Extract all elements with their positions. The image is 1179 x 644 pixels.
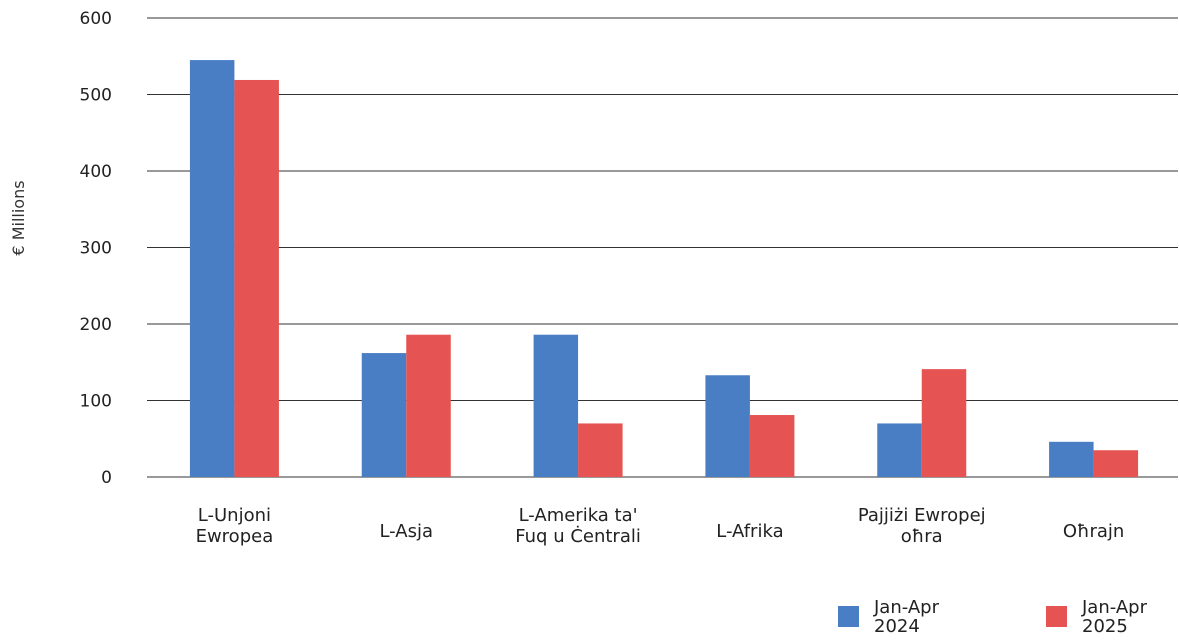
- y-tick-label: 100: [80, 392, 112, 412]
- category-label: Oħrajn: [1063, 521, 1125, 542]
- bar-series1: [361, 353, 407, 477]
- category-label-line: L-Amerika ta': [519, 505, 638, 526]
- category-labels: L-Unjoni Ewropea L-Asja L-Amerika ta' Fuq u …: [196, 505, 1125, 547]
- bar-series1: [705, 375, 750, 477]
- category-label-line: Fuq u Ċentrali: [515, 525, 641, 547]
- bar-series2: [749, 415, 795, 477]
- category-label-line: L-Afrika: [716, 521, 783, 542]
- y-tick-label: 0: [101, 468, 112, 488]
- bar-series2: [234, 79, 279, 477]
- category-label: L-Unjoni Ewropea: [196, 505, 274, 547]
- bar-series1: [189, 60, 235, 477]
- y-axis-title: € Millions: [9, 180, 28, 255]
- legend-swatch: [1046, 606, 1067, 627]
- category-label: L-Afrika: [716, 521, 783, 542]
- y-tick-label: 300: [80, 239, 112, 259]
- category-label-line: Ewropea: [196, 526, 274, 547]
- category-label-line: oħra: [901, 526, 943, 547]
- bar-series2: [921, 369, 967, 477]
- y-tick-label: 500: [80, 86, 112, 106]
- category-label-line: Oħrajn: [1063, 521, 1125, 542]
- category-label-line: L-Asja: [379, 521, 433, 542]
- category-label-line: Pajjiżi Ewropej: [858, 505, 986, 526]
- legend-item: Jan-Apr 2024: [838, 597, 940, 637]
- category-label-line: L-Unjoni: [198, 505, 271, 526]
- y-tick-label: 400: [80, 162, 112, 182]
- legend-item: Jan-Apr 2025: [1046, 597, 1148, 637]
- legend-swatch: [838, 606, 859, 627]
- bar-series1: [1049, 441, 1094, 477]
- bar-series2: [406, 334, 451, 477]
- y-tick-labels: 0 100 200 300 400 500 600: [80, 9, 112, 488]
- gridlines: [147, 17, 1178, 478]
- legend-label: Jan-Apr 2024: [873, 597, 940, 637]
- category-label: L-Amerika ta' Fuq u Ċentrali: [515, 505, 641, 547]
- bar-series2: [578, 423, 623, 477]
- y-tick-label: 600: [80, 9, 112, 29]
- category-label: L-Asja: [379, 521, 433, 542]
- category-label: Pajjiżi Ewropej oħra: [858, 505, 986, 547]
- bar-series1: [533, 334, 579, 477]
- legend-label: Jan-Apr 2025: [1081, 597, 1148, 637]
- legend-label-line: Jan-Apr: [873, 597, 940, 618]
- legend-label-line: 2025: [1082, 616, 1128, 637]
- bar-series1: [877, 423, 922, 477]
- bars: [189, 60, 1139, 477]
- legend-label-line: Jan-Apr: [1081, 597, 1148, 618]
- legend-label-line: 2024: [874, 616, 920, 637]
- y-tick-label: 200: [80, 315, 112, 335]
- bar-series2: [1093, 450, 1139, 477]
